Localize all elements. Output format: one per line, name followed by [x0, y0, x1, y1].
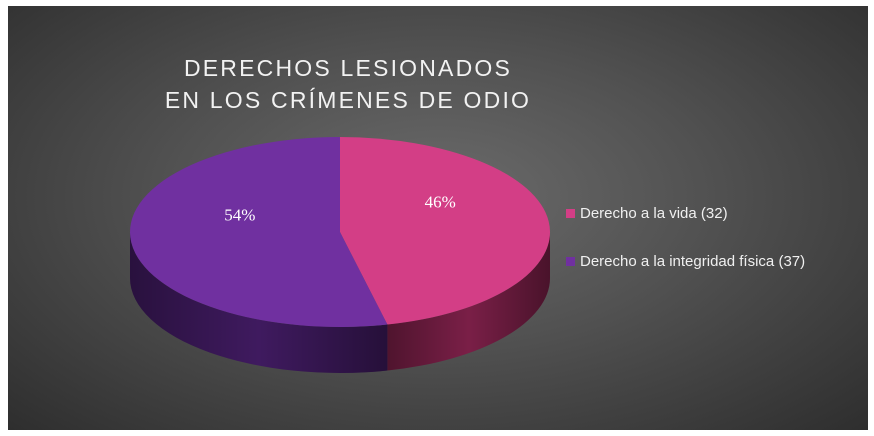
legend: Derecho a la vida (32) Derecho a la inte…	[566, 202, 805, 298]
pie-slice-vida	[340, 137, 551, 325]
chart-title-line-1: DERECHOS LESIONADOS	[183, 55, 513, 81]
pie-label-integridad: 54%	[224, 205, 255, 224]
chart-title-line-2: EN LOS CRÍMENES DE ODIO	[164, 87, 532, 113]
legend-item-vida: Derecho a la vida (32)	[566, 202, 805, 224]
chart-title: DERECHOS LESIONADOS EN LOS CRÍMENES DE O…	[158, 52, 538, 116]
pie-chart: 46% 54%	[130, 137, 551, 374]
pie-slice-integridad	[130, 137, 388, 327]
chart-frame: DERECHOS LESIONADOS EN LOS CRÍMENES DE O…	[8, 6, 868, 430]
pie-label-vida: 46%	[425, 193, 456, 212]
pie-side-vida-shade	[387, 232, 550, 371]
legend-swatch-integridad	[566, 256, 575, 266]
legend-label-integridad: Derecho a la integridad física (37)	[580, 252, 806, 270]
legend-item-integridad: Derecho a la integridad física (37)	[566, 250, 805, 272]
legend-swatch-vida	[566, 208, 575, 218]
legend-label-vida: Derecho a la vida (32)	[580, 204, 728, 222]
pie-side-integridad-shade	[130, 232, 388, 374]
